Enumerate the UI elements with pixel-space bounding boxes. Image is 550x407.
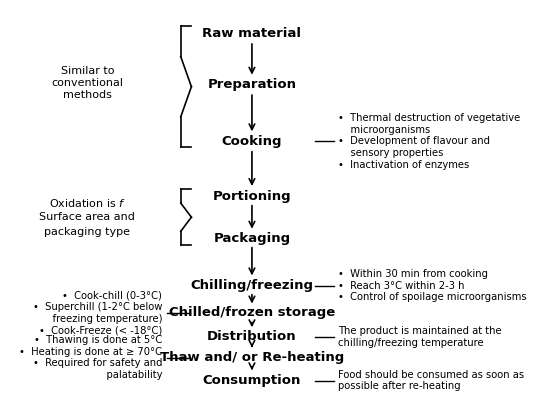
Text: Oxidation is $f$: Oxidation is $f$	[49, 197, 126, 209]
Text: •  Thawing is done at 5°C
•  Heating is done at ≥ 70°C
•  Required for safety an: • Thawing is done at 5°C • Heating is do…	[19, 335, 162, 380]
Text: •  Thermal destruction of vegetative
    microorganisms
•  Development of flavou: • Thermal destruction of vegetative micr…	[338, 113, 520, 170]
Text: Raw material: Raw material	[202, 27, 301, 40]
Text: Distribution: Distribution	[207, 330, 297, 343]
Text: •  Within 30 min from cooking
•  Reach 3°C within 2-3 h
•  Control of spoilage m: • Within 30 min from cooking • Reach 3°C…	[338, 269, 527, 302]
Text: Cooking: Cooking	[222, 135, 282, 148]
Text: Preparation: Preparation	[207, 79, 296, 92]
Text: Packaging: Packaging	[213, 232, 290, 245]
Text: Food should be consumed as soon as
possible after re-heating: Food should be consumed as soon as possi…	[338, 370, 524, 391]
Text: •  Cook-chill (0-3°C)
•  Superchill (1-2°C below
    freezing temperature)
•  Co: • Cook-chill (0-3°C) • Superchill (1-2°C…	[33, 291, 162, 335]
Text: Portioning: Portioning	[213, 190, 292, 203]
Text: Surface area and: Surface area and	[39, 212, 135, 222]
Text: Consumption: Consumption	[203, 374, 301, 387]
Text: The product is maintained at the
chilling/freezing temperature: The product is maintained at the chillin…	[338, 326, 502, 348]
Text: Chilling/freezing: Chilling/freezing	[190, 279, 314, 292]
Text: Similar to
conventional
methods: Similar to conventional methods	[51, 66, 123, 100]
Text: Thaw and/ or Re-heating: Thaw and/ or Re-heating	[160, 351, 344, 364]
Text: packaging type: packaging type	[44, 227, 130, 237]
Text: Chilled/frozen storage: Chilled/frozen storage	[169, 306, 335, 319]
